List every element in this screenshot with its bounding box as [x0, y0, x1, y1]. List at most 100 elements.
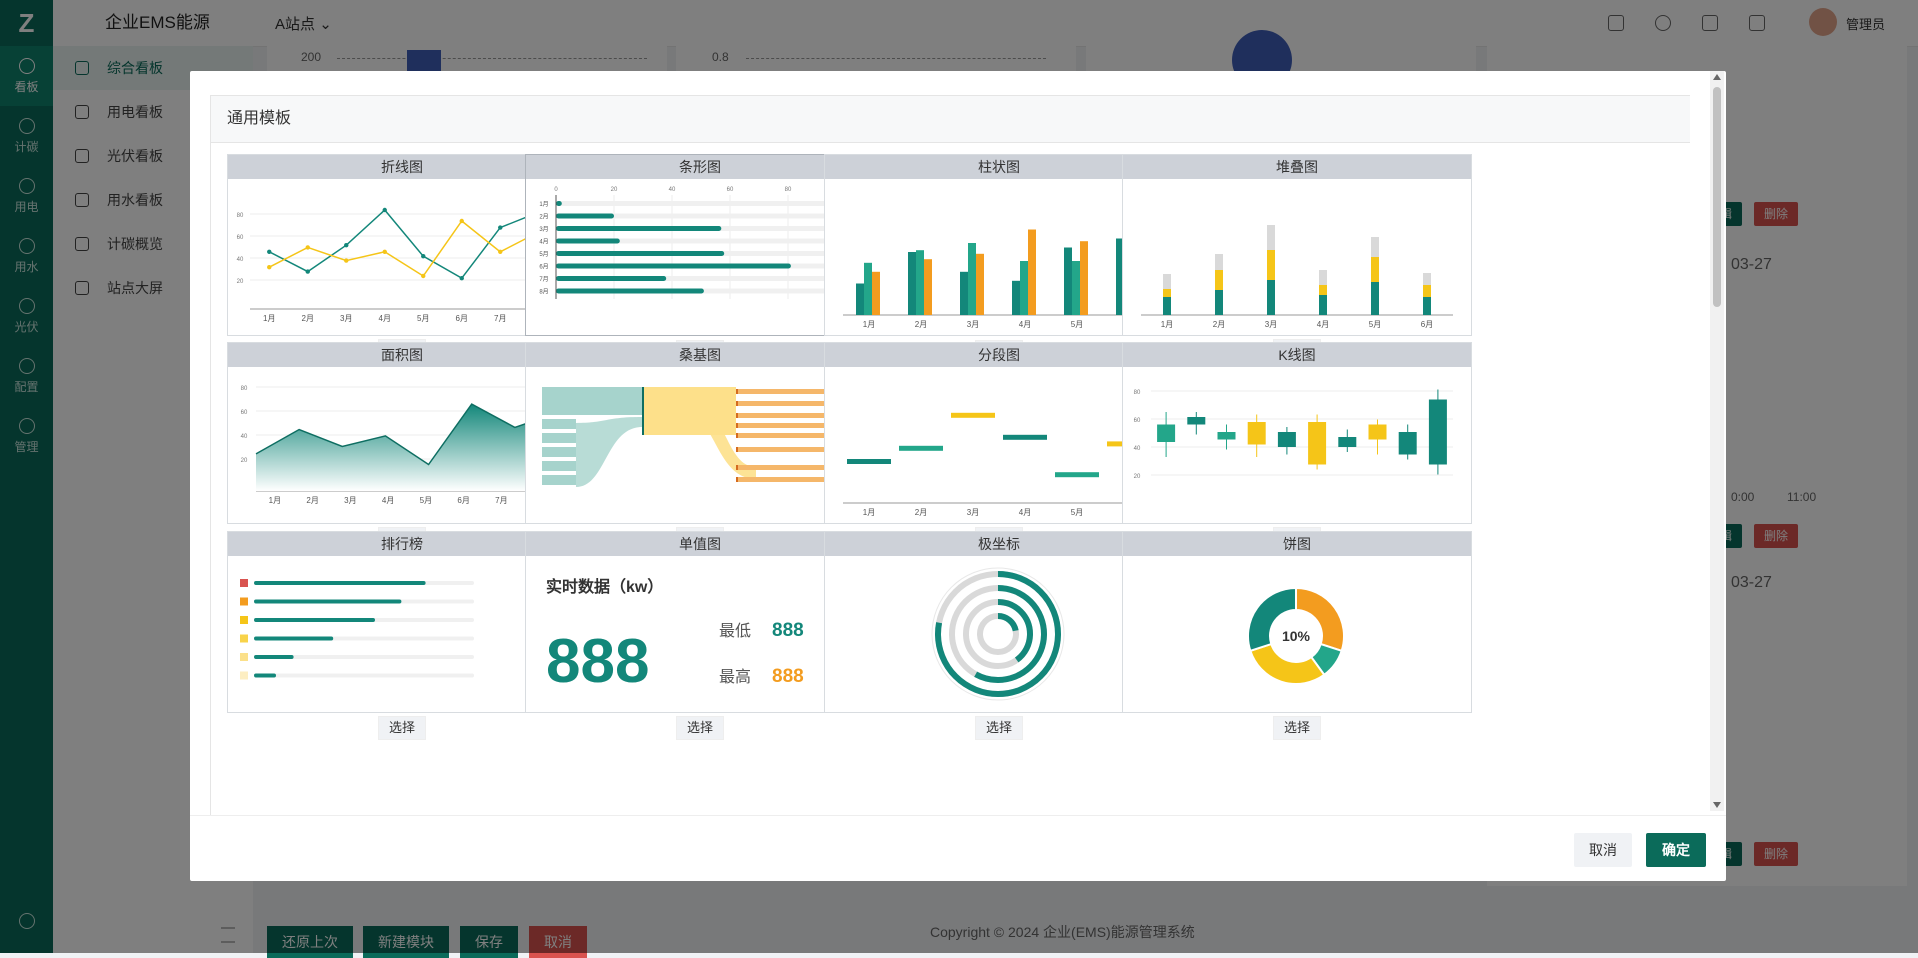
- bar-track: [556, 238, 846, 244]
- sankey-node: [542, 475, 576, 485]
- template-card-title: 极坐标: [825, 532, 1173, 556]
- template-card[interactable]: 面积图806040201月2月3月4月5月6月7月8月: [227, 342, 577, 524]
- y-tick-label: 3月: [539, 226, 548, 233]
- template-card-title: 柱状图: [825, 155, 1173, 179]
- x-tick-label: 6月: [1421, 320, 1433, 329]
- select-button[interactable]: 选择: [676, 716, 724, 740]
- sankey-node: [542, 433, 576, 443]
- x-tick-label: 1月: [863, 508, 875, 517]
- x-tick-label: 3月: [344, 496, 356, 505]
- bar-segment: [1423, 297, 1431, 315]
- data-point: [267, 249, 272, 254]
- template-preview: [542, 387, 850, 487]
- sankey-link: [738, 477, 850, 482]
- x-tick-label: 5月: [1071, 320, 1083, 329]
- y-tick-label: 60: [1134, 418, 1141, 424]
- bar-segment: [1319, 285, 1327, 295]
- x-tick-label: 1月: [863, 320, 875, 329]
- bar-segment: [1215, 254, 1223, 270]
- candle-body: [1277, 432, 1296, 447]
- data-point: [382, 249, 387, 254]
- template-card-title: K线图: [1123, 343, 1471, 367]
- scrollbar[interactable]: [1710, 71, 1724, 811]
- bar: [556, 213, 614, 219]
- data-point: [382, 207, 387, 213]
- template-card[interactable]: 极坐标: [824, 531, 1174, 713]
- bar-segment: [1319, 270, 1327, 285]
- x-tick-label: 0: [554, 187, 558, 193]
- bar: [556, 276, 667, 281]
- template-card[interactable]: 饼图 10%: [1122, 531, 1472, 713]
- bar-segment: [1163, 297, 1171, 315]
- template-preview: 806040201月2月3月4月5月6月7月8月: [241, 386, 559, 505]
- panel-title: 通用模板: [211, 96, 1690, 143]
- template-card[interactable]: 桑基图: [525, 342, 875, 524]
- x-tick-label: 1月: [269, 496, 281, 505]
- candle-body: [1157, 424, 1176, 442]
- dialog-confirm-button[interactable]: 确定: [1646, 833, 1706, 867]
- sankey-link: [738, 423, 850, 428]
- x-tick-label: 5月: [420, 496, 432, 505]
- bar-segment: [1267, 280, 1275, 315]
- bar-segment: [1267, 225, 1275, 250]
- candle-body: [1398, 432, 1417, 455]
- bar: [856, 283, 864, 315]
- bar: [872, 271, 880, 315]
- x-tick-label: 1月: [1161, 320, 1173, 329]
- sankey-node: [736, 465, 738, 470]
- template-card[interactable]: 分段图1月2月3月4月5月6月: [824, 342, 1174, 524]
- x-tick-label: 2月: [1213, 320, 1225, 329]
- x-tick-label: 5月: [417, 314, 429, 323]
- data-point: [498, 249, 503, 254]
- x-tick-label: 4月: [1317, 320, 1329, 329]
- select-button[interactable]: 选择: [975, 716, 1023, 740]
- bar: [864, 262, 872, 315]
- template-card[interactable]: 条形图 0 20 40 60 80 1月 2月 3月 4月 5月 6月 7月 8月: [525, 154, 875, 336]
- bar-segment: [1371, 282, 1379, 315]
- x-tick-label: 6月: [456, 314, 468, 323]
- template-preview: [931, 567, 1065, 701]
- y-tick-label: 80: [237, 213, 244, 219]
- sankey-link: [738, 401, 850, 406]
- sankey-link: [644, 387, 736, 435]
- y-tick-label: 20: [241, 458, 248, 464]
- x-tick-label: 5月: [1071, 508, 1083, 517]
- bar-segment: [1371, 237, 1379, 257]
- bar-segment: [1371, 257, 1379, 282]
- template-card[interactable]: K线图 80 60 40 20: [1122, 342, 1472, 524]
- x-tick-label: 5月: [1369, 320, 1381, 329]
- template-card-title: 面积图: [228, 343, 576, 367]
- dialog-cancel-button[interactable]: 取消: [1574, 833, 1632, 867]
- data-point: [305, 269, 310, 274]
- scroll-up-icon[interactable]: [1713, 74, 1721, 80]
- bar-segment: [1423, 285, 1431, 297]
- x-tick-label: 3月: [967, 320, 979, 329]
- polar-bar: [977, 613, 1019, 655]
- segment-bar: [899, 445, 943, 451]
- min-label: 最低: [719, 622, 751, 640]
- rank-bar: [254, 655, 294, 659]
- bar: [1012, 280, 1020, 315]
- data-point: [498, 225, 503, 230]
- template-card[interactable]: 堆叠图 1月 2月 3月 4月 5月 6月: [1122, 154, 1472, 336]
- select-button[interactable]: 选择: [378, 716, 426, 740]
- bar-segment: [1267, 250, 1275, 280]
- select-button[interactable]: 选择: [1273, 716, 1321, 740]
- x-tick-label: 4月: [1019, 320, 1031, 329]
- template-card[interactable]: 折线图 80 60 40 20 1月 2月 3月 4月 5月 6月 7月 8月: [227, 154, 577, 336]
- x-tick-label: 4月: [382, 496, 394, 505]
- scroll-down-icon[interactable]: [1713, 802, 1721, 808]
- sankey-node: [736, 447, 738, 452]
- bar: [1080, 241, 1088, 315]
- series-line: [268, 219, 540, 278]
- sankey-node: [736, 423, 738, 428]
- template-panel: 通用模板 折线图 80 60 40 20 1月 2月 3月 4月 5月 6月 7月 8月选择 条形图 0 20…: [210, 95, 1690, 815]
- template-preview: 0 20 40 60 80 1月 2月 3月 4月 5月 6月 7月 8月: [539, 187, 846, 299]
- bar: [960, 271, 968, 315]
- scroll-thumb[interactable]: [1713, 87, 1721, 307]
- bar-segment: [1163, 289, 1171, 297]
- bar-segment: [1319, 295, 1327, 315]
